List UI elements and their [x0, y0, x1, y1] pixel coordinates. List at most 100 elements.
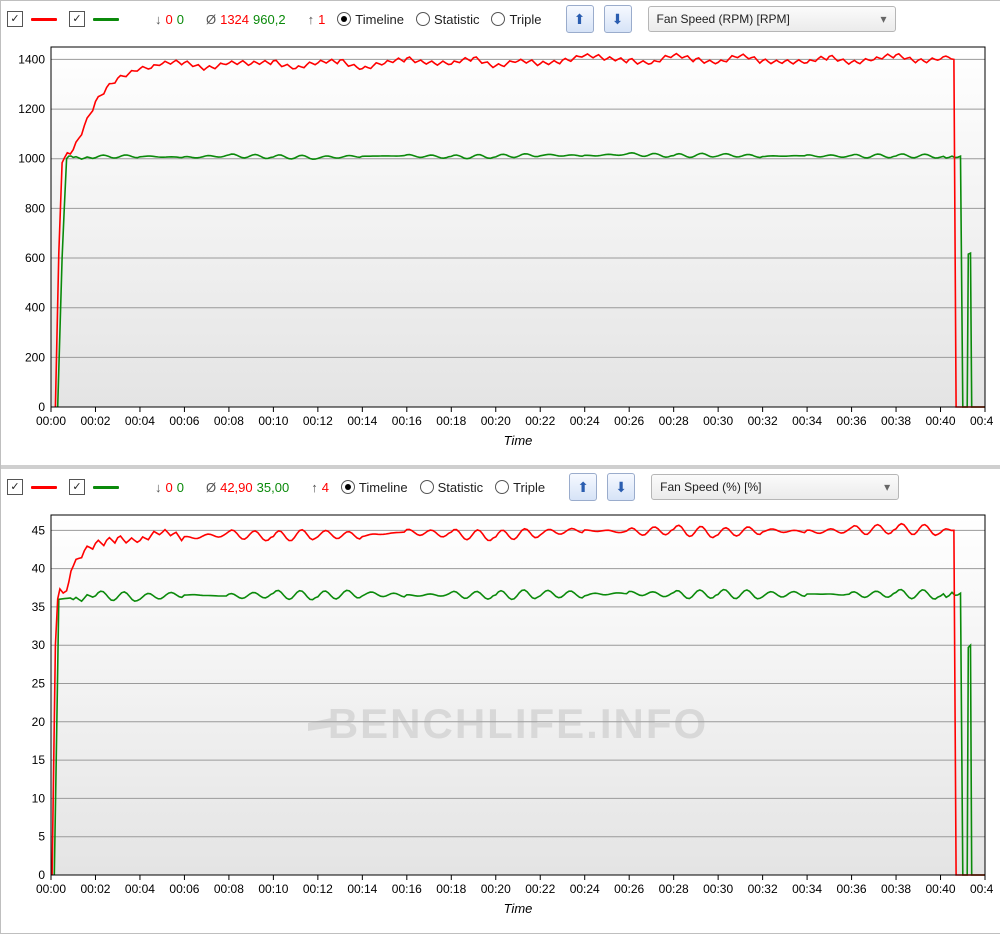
x-tick-label: 00:20	[481, 414, 511, 428]
chart-wrap: BENCHLIFE.INFO05101520253035404500:0000:…	[1, 505, 1000, 933]
x-tick-label: 00:02	[80, 882, 110, 896]
y-tick-label: 25	[32, 677, 46, 691]
radio-triple[interactable]: Triple	[491, 12, 541, 27]
stat-avg: Ø42,9035,00	[206, 480, 289, 495]
y-tick-label: 400	[25, 301, 45, 315]
x-tick-label: 00:42	[970, 882, 993, 896]
radio-triple-label: Triple	[509, 12, 541, 27]
y-tick-label: 1000	[18, 152, 45, 166]
x-tick-label: 00:00	[36, 414, 66, 428]
radio-timeline[interactable]: Timeline	[337, 12, 404, 27]
x-tick-label: 00:02	[80, 414, 110, 428]
x-tick-label: 00:04	[125, 414, 155, 428]
series-red-swatch	[31, 486, 57, 489]
x-tick-label: 00:22	[525, 882, 555, 896]
watermark-text: BENCHLIFE.INFO	[328, 700, 708, 747]
panel-pct: ✓✓↓00Ø42,9035,00↑4TimelineStatisticTripl…	[1, 465, 1000, 933]
series-green-checkbox[interactable]: ✓	[69, 11, 85, 27]
x-tick-label: 00:16	[392, 414, 422, 428]
x-tick-label: 00:18	[436, 882, 466, 896]
x-tick-label: 00:06	[169, 882, 199, 896]
radio-dot-icon	[491, 12, 505, 26]
x-tick-label: 00:40	[926, 414, 956, 428]
metric-dropdown[interactable]: Fan Speed (%) [%]▾	[651, 474, 899, 500]
x-tick-label: 00:08	[214, 414, 244, 428]
series-green-checkbox[interactable]: ✓	[69, 479, 85, 495]
nav-up-button[interactable]: ⬆	[569, 473, 597, 501]
x-tick-label: 00:38	[881, 414, 911, 428]
y-tick-label: 0	[38, 868, 45, 882]
x-tick-label: 00:10	[258, 882, 288, 896]
metric-dropdown-label: Fan Speed (RPM) [RPM]	[657, 12, 790, 26]
stat-min: ↓00	[155, 480, 184, 495]
chart: BENCHLIFE.INFO05101520253035404500:0000:…	[7, 507, 993, 927]
radio-timeline-label: Timeline	[355, 12, 404, 27]
series-red-swatch	[31, 18, 57, 21]
y-tick-label: 600	[25, 251, 45, 265]
stat-min-green: 0	[177, 12, 184, 27]
stat-max: ↑1	[308, 12, 326, 27]
radio-dot-icon	[416, 12, 430, 26]
series-green-swatch	[93, 486, 119, 489]
x-tick-label: 00:36	[837, 882, 867, 896]
y-tick-label: 5	[38, 830, 45, 844]
chevron-down-icon: ▾	[880, 12, 886, 26]
series-red-checkbox[interactable]: ✓	[7, 11, 23, 27]
x-tick-label: 00:28	[659, 882, 689, 896]
x-axis-title: Time	[504, 433, 533, 448]
x-tick-label: 00:06	[169, 414, 199, 428]
x-tick-label: 00:34	[792, 882, 822, 896]
radio-dot-icon	[337, 12, 351, 26]
avg-icon: Ø	[206, 12, 216, 27]
radio-statistic[interactable]: Statistic	[416, 12, 480, 27]
x-tick-label: 00:14	[347, 414, 377, 428]
nav-down-button[interactable]: ⬇	[604, 5, 632, 33]
x-tick-label: 00:32	[748, 414, 778, 428]
radio-triple[interactable]: Triple	[495, 480, 545, 495]
x-tick-label: 00:14	[347, 882, 377, 896]
y-tick-label: 10	[32, 791, 46, 805]
nav-down-button[interactable]: ⬇	[607, 473, 635, 501]
x-tick-label: 00:00	[36, 882, 66, 896]
x-tick-label: 00:10	[258, 414, 288, 428]
y-tick-label: 35	[32, 600, 46, 614]
radio-timeline[interactable]: Timeline	[341, 480, 408, 495]
x-tick-label: 00:08	[214, 882, 244, 896]
radio-statistic-label: Statistic	[434, 12, 480, 27]
series-red-checkbox[interactable]: ✓	[7, 479, 23, 495]
x-tick-label: 00:30	[703, 882, 733, 896]
x-tick-label: 00:40	[926, 882, 956, 896]
y-tick-label: 40	[32, 562, 46, 576]
y-tick-label: 1200	[18, 102, 45, 116]
radio-dot-icon	[420, 480, 434, 494]
avg-icon: Ø	[206, 480, 216, 495]
x-tick-label: 00:30	[703, 414, 733, 428]
x-tick-label: 00:18	[436, 414, 466, 428]
stat-avg-red: 1324	[220, 12, 249, 27]
x-tick-label: 00:26	[614, 882, 644, 896]
stat-min-red: 0	[166, 480, 173, 495]
chevron-down-icon: ▾	[884, 480, 890, 494]
y-tick-label: 1400	[18, 52, 45, 66]
x-tick-label: 00:32	[748, 882, 778, 896]
stat-min: ↓00	[155, 12, 184, 27]
stat-min-green: 0	[177, 480, 184, 495]
y-tick-label: 30	[32, 638, 46, 652]
x-tick-label: 00:04	[125, 882, 155, 896]
nav-up-button[interactable]: ⬆	[566, 5, 594, 33]
metric-dropdown[interactable]: Fan Speed (RPM) [RPM] ▾	[648, 6, 896, 32]
radio-timeline-label: Timeline	[359, 480, 408, 495]
y-tick-label: 200	[25, 350, 45, 364]
radio-statistic[interactable]: Statistic	[420, 480, 484, 495]
x-tick-label: 00:34	[792, 414, 822, 428]
stat-avg-green: 35,00	[257, 480, 290, 495]
radio-dot-icon	[341, 480, 355, 494]
x-tick-label: 00:24	[570, 882, 600, 896]
panel-rpm: ✓✓↓00Ø1324960,2↑1TimelineStatisticTriple…	[1, 1, 1000, 465]
plot-background	[51, 47, 985, 407]
stat-avg: Ø1324960,2	[206, 12, 286, 27]
y-tick-label: 45	[32, 523, 46, 537]
x-tick-label: 00:16	[392, 882, 422, 896]
x-tick-label: 00:24	[570, 414, 600, 428]
x-tick-label: 00:28	[659, 414, 689, 428]
